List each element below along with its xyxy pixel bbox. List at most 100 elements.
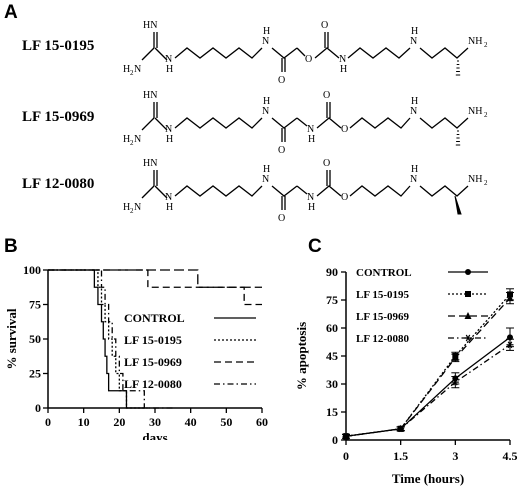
atom-label: N (410, 36, 417, 47)
atom-label: O (278, 145, 285, 156)
bond-chain (419, 185, 469, 197)
x-tick-label: 1.5 (393, 449, 408, 463)
y-tick-label: 90 (326, 265, 338, 279)
legend-label: LF 15-0195 (124, 333, 182, 347)
atom-label: N (410, 174, 417, 185)
survival-line (48, 269, 262, 288)
atom-label: N (339, 54, 346, 65)
atom-label: O (305, 54, 312, 65)
marker-asterisk (453, 378, 458, 386)
bond-chain (174, 185, 263, 197)
series-line (345, 336, 511, 437)
atom-label: NH (468, 106, 482, 117)
bond (141, 117, 155, 131)
y-tick-label: 75 (29, 298, 41, 312)
atom-label: HN (143, 20, 157, 31)
atom-label: O (341, 124, 348, 135)
bond-chain (349, 117, 411, 129)
atom-label: H (263, 164, 270, 175)
x-tick-label: 10 (78, 415, 90, 429)
bond (271, 117, 298, 129)
x-tick-label: 40 (185, 415, 197, 429)
series-line (345, 344, 511, 437)
atom-label: 2 (484, 41, 488, 49)
compound-label-1: LF 15-0195 (22, 38, 95, 54)
bond (141, 47, 155, 61)
legend-label: LF 12-0080 (356, 333, 410, 345)
atom-label: H (263, 96, 270, 107)
atom-label: N (165, 54, 172, 65)
atom-label: HN (143, 158, 157, 169)
atom-label: H (166, 64, 173, 75)
atom-label: O (278, 75, 285, 86)
x-tick-label: 60 (256, 415, 268, 429)
bond-chain (174, 47, 263, 59)
bond-chain (174, 117, 263, 129)
bond (154, 47, 168, 61)
atom-label: H (411, 164, 418, 175)
atom-label: O (321, 20, 328, 31)
y-tick-label: 30 (326, 377, 338, 391)
x-tick-label: 0 (45, 415, 51, 429)
marker-circle (465, 269, 471, 275)
compound-label-2: LF 15-0969 (22, 109, 95, 125)
marker-asterisk (343, 432, 349, 440)
bond (296, 117, 308, 127)
y-tick-label: 100 (23, 263, 41, 277)
atom-label: H (308, 202, 315, 213)
atom-label: H (166, 202, 173, 213)
atom-label: N (134, 202, 141, 213)
atom-label: 2 (130, 69, 134, 77)
atom-label: N (134, 134, 141, 145)
atom-label: NH (468, 174, 482, 185)
marker-triangle (451, 353, 459, 361)
atom-label: N (165, 192, 172, 203)
atom-label: N (410, 106, 417, 117)
x-tick-label: 4.5 (503, 449, 518, 463)
legend-label: LF 15-0969 (124, 355, 182, 369)
atom-label: N (307, 124, 314, 135)
y-tick-label: 0 (35, 401, 41, 415)
atom-label: N (307, 192, 314, 203)
x-axis-label: Time (hours) (392, 471, 464, 486)
atom-label: N (262, 174, 269, 185)
atom-label: O (341, 192, 348, 203)
y-tick-label: 50 (29, 332, 41, 346)
panel-c-letter: C (308, 236, 322, 257)
atom-label: HN (143, 90, 157, 101)
marker-asterisk (398, 425, 403, 433)
atom-label: H (263, 26, 270, 37)
atom-label: O (278, 213, 285, 224)
atom-label: H (123, 134, 130, 145)
series-4 (342, 338, 514, 440)
bond-chain (349, 185, 411, 197)
panel-a-letter: A (4, 2, 18, 23)
bond (154, 185, 168, 199)
bond (154, 117, 168, 131)
y-tick-label: 60 (326, 321, 338, 335)
atom-label: NH (468, 36, 482, 47)
atom-label: H (123, 202, 130, 213)
bond (316, 185, 342, 197)
legend-label: LF 12-0080 (124, 377, 182, 391)
atom-label: N (262, 36, 269, 47)
atom-label: H (340, 64, 347, 75)
atom-label: H (411, 26, 418, 37)
bond-chain (347, 47, 411, 59)
atom-label: N (262, 106, 269, 117)
bond (271, 47, 298, 59)
y-tick-label: 75 (326, 293, 338, 307)
x-tick-label: 3 (452, 449, 458, 463)
atom-label: H (166, 134, 173, 145)
atom-label: 2 (484, 111, 488, 119)
atom-label: H (411, 96, 418, 107)
marker-triangle (506, 294, 514, 302)
legend-label: LF 15-0969 (356, 311, 410, 323)
panel-b-letter: B (4, 236, 18, 257)
bond (316, 117, 342, 129)
marker-triangle (464, 312, 472, 319)
compound-label-3: LF 12-0080 (22, 176, 95, 192)
